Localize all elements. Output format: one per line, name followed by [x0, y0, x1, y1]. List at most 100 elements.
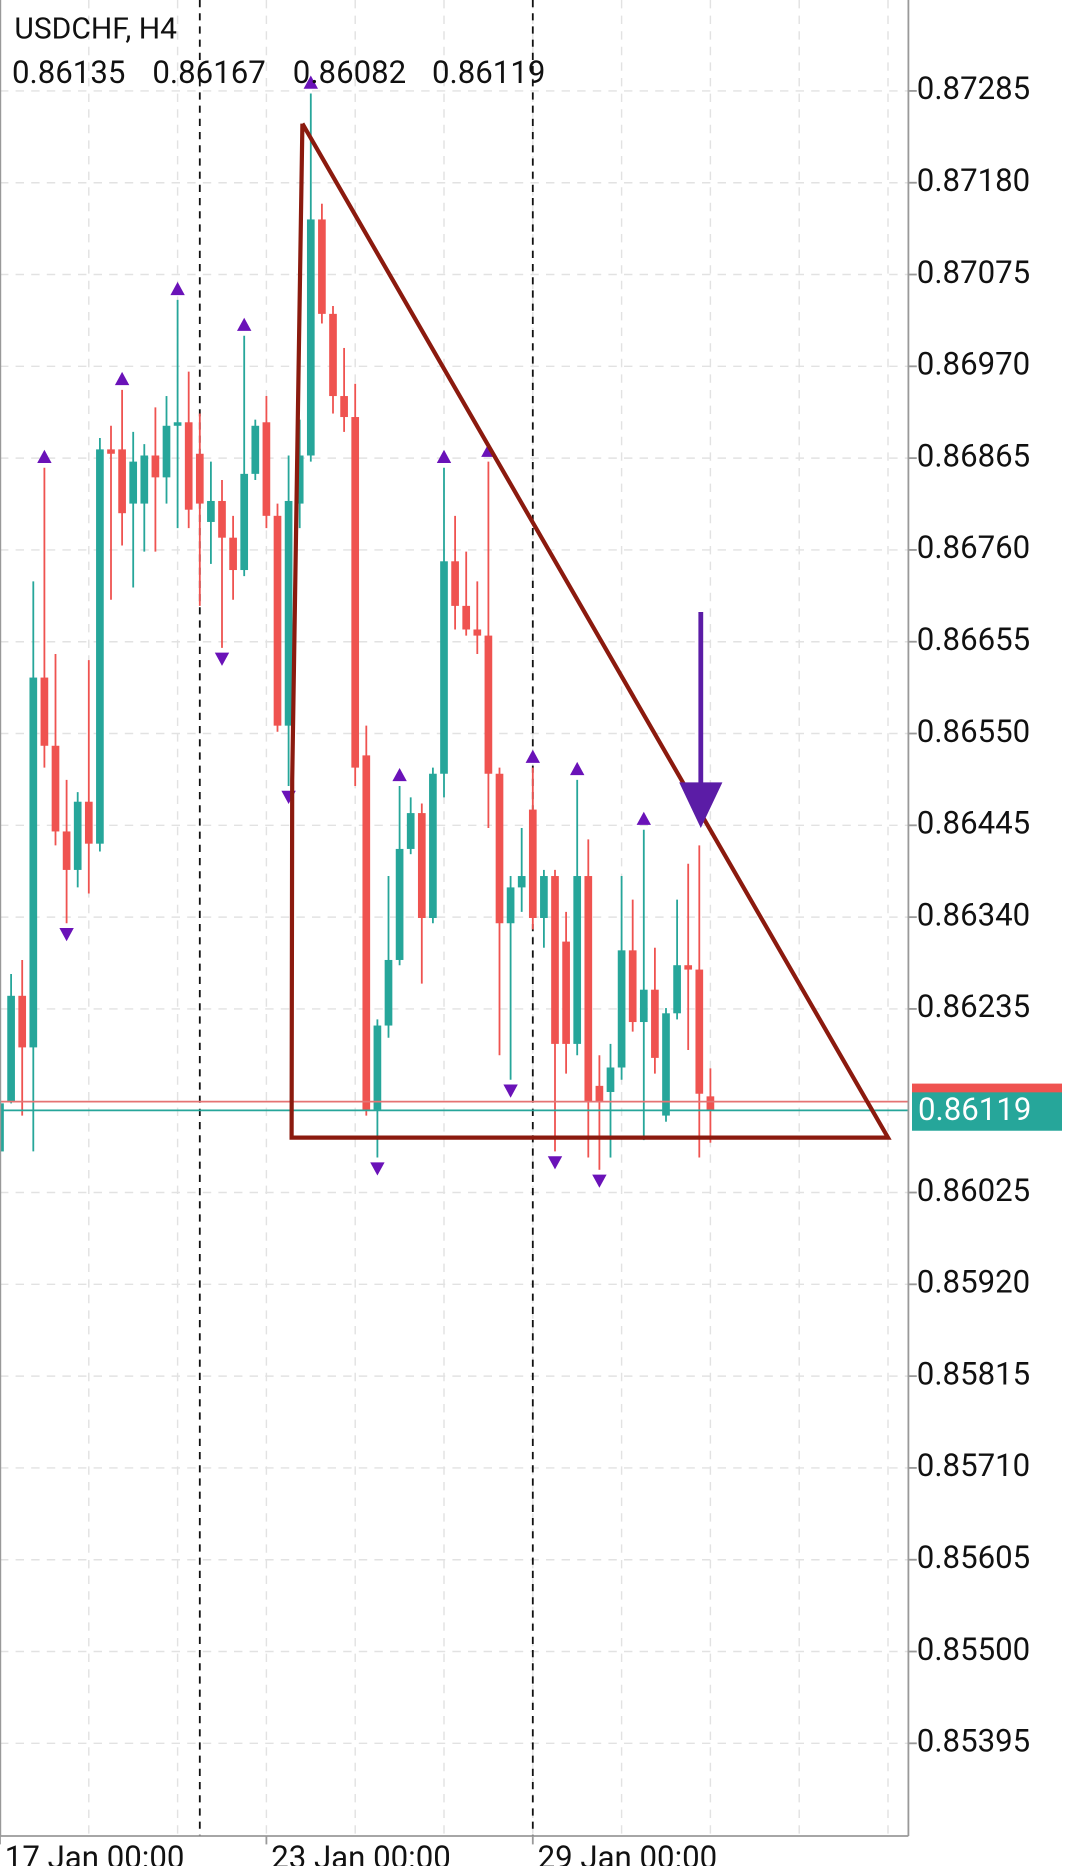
candle-body: [229, 537, 237, 571]
candle-body: [140, 455, 149, 504]
fractal-up: [525, 749, 540, 763]
candle-body: [351, 417, 360, 768]
candle-body: [284, 500, 293, 726]
candle-body: [0, 1103, 4, 1152]
y-tick-label: 0.86655: [917, 621, 1030, 658]
candle-body: [395, 848, 404, 960]
x-tick-label: 23 Jan 00:00: [271, 1839, 451, 1866]
y-tick-label: 0.86445: [917, 805, 1030, 842]
candle-body: [462, 605, 471, 630]
fractal-down: [370, 1162, 385, 1176]
ohlc-open: 0.86135: [12, 54, 125, 91]
candle-body: [417, 813, 426, 918]
ohlc-close: 0.86119: [432, 54, 545, 91]
candle-body: [373, 1025, 382, 1110]
candle-body: [573, 876, 582, 1044]
candle-body: [551, 876, 559, 1044]
fractal-up: [237, 317, 252, 331]
candle-body: [62, 831, 71, 870]
candle-body: [451, 561, 459, 606]
candle-body: [207, 500, 215, 522]
candle-body: [184, 422, 193, 510]
candle-body: [306, 219, 315, 456]
candle-body: [295, 455, 304, 504]
candle-body: [118, 449, 126, 514]
candle-body: [73, 801, 82, 870]
candle-body: [262, 422, 271, 516]
candle-body: [18, 995, 27, 1048]
candle-body: [517, 876, 526, 888]
candle-body: [595, 1085, 604, 1102]
candle-body: [662, 1013, 670, 1116]
candle-body: [628, 950, 637, 1023]
candle-body: [96, 449, 104, 844]
grid: [0, 0, 909, 1836]
candle-body: [40, 677, 49, 746]
fractal-up: [303, 75, 318, 89]
candle-body: [251, 425, 260, 474]
candle-body: [384, 959, 393, 1026]
y-tick-label: 0.85710: [917, 1447, 1030, 1484]
fractal-up: [37, 449, 52, 463]
candle-body: [562, 941, 570, 1044]
candle-body: [362, 755, 371, 1110]
candle-body: [484, 635, 493, 774]
candle-body: [340, 396, 348, 418]
ohlc-low: 0.86082: [293, 54, 406, 91]
fractal-up: [436, 449, 452, 463]
y-tick-label: 0.86235: [917, 988, 1030, 1025]
candle-body: [329, 313, 337, 397]
candle-body: [495, 773, 504, 924]
candle-body: [84, 801, 93, 844]
candle-body: [273, 515, 282, 726]
y-tick-label: 0.85815: [917, 1355, 1030, 1392]
y-tick-label: 0.87075: [917, 254, 1030, 291]
candle-body: [584, 876, 593, 1102]
candle-body: [617, 950, 626, 1068]
candle-body: [162, 425, 171, 478]
y-tick-label: 0.86760: [917, 529, 1030, 566]
candle-body: [639, 989, 648, 1023]
price-axis: 0.87285 0.87180 0.87075 0.86970 0.86865 0.867…: [0, 70, 1062, 1866]
candle-body: [29, 677, 38, 1048]
y-tick-label: 0.87285: [917, 70, 1030, 107]
candle-body: [151, 455, 160, 478]
fractal-up: [636, 811, 651, 825]
fractal-up: [570, 761, 585, 776]
candle-body: [429, 773, 437, 918]
fractal-down: [214, 652, 230, 666]
y-tick-label: 0.86970: [917, 346, 1030, 383]
fractal-down: [503, 1084, 518, 1098]
y-tick-label: 0.86340: [917, 896, 1030, 933]
candle-body: [606, 1067, 615, 1092]
candle-body: [195, 453, 204, 504]
candle-body: [107, 449, 115, 454]
current-price-label: 0.86119: [918, 1091, 1031, 1128]
fractal-down: [592, 1174, 607, 1188]
y-tick-label: 0.86550: [917, 713, 1030, 750]
price-label-bg: [912, 1092, 1062, 1131]
candle-body: [684, 965, 693, 970]
candle-body: [129, 461, 138, 504]
arrow-head: [679, 782, 723, 828]
candle-body: [318, 219, 326, 314]
candles: [0, 75, 909, 1188]
ohlc-high: 0.86167: [152, 54, 265, 91]
candle-body: [240, 473, 249, 571]
y-tick-label: 0.85500: [917, 1631, 1030, 1668]
y-tick-label: 0.85920: [917, 1264, 1030, 1301]
candle-body: [173, 422, 182, 426]
y-tick-label: 0.85605: [917, 1539, 1030, 1576]
fractal-up: [170, 281, 185, 296]
candle-body: [540, 876, 548, 918]
candle-body: [406, 813, 415, 849]
fractal-down: [59, 928, 74, 942]
fractal-up: [114, 371, 130, 386]
y-tick-label: 0.87180: [917, 162, 1030, 199]
x-tick-label: 17 Jan 00:00: [5, 1839, 185, 1866]
x-tick-label: 29 Jan 00:00: [538, 1839, 718, 1866]
candle-body: [506, 887, 515, 924]
